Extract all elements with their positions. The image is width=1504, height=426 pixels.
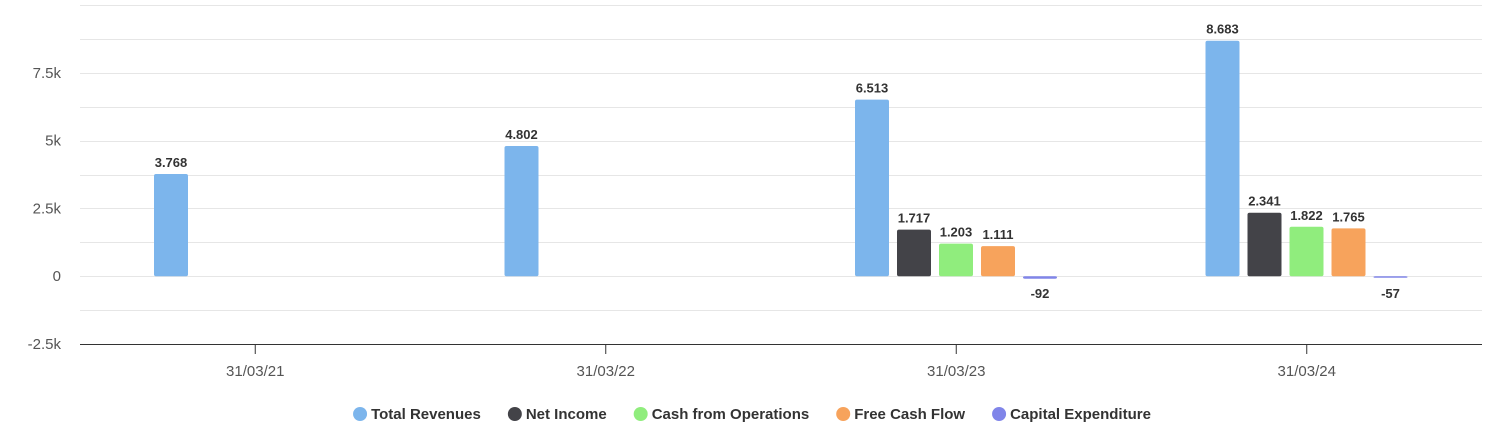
bar: [855, 99, 889, 277]
data-label: 4.802: [505, 127, 538, 142]
legend-label: Free Cash Flow: [854, 406, 965, 423]
data-label: 1.717: [898, 211, 931, 226]
legend-item: Total Revenues: [353, 406, 481, 423]
data-label: 1.765: [1332, 209, 1365, 224]
legend: Total Revenues Net Income Cash from Operat…: [353, 406, 1151, 423]
legend-label: Total Revenues: [371, 406, 481, 423]
x-tick-label: 31/03/23: [927, 363, 985, 380]
legend-item: Cash from Operations: [633, 406, 810, 423]
bar: [939, 243, 973, 277]
bar: [504, 145, 539, 277]
data-label: 1.111: [982, 227, 1013, 242]
grid-lines: [80, 5, 1482, 311]
y-tick-label: 0: [53, 268, 61, 285]
data-label: 3.768: [155, 155, 188, 170]
bar: [981, 246, 1015, 277]
legend-item: Net Income: [507, 406, 607, 423]
legend-label: Net Income: [526, 406, 607, 423]
x-tick-label: 31/03/24: [1278, 363, 1336, 380]
bar: [1373, 276, 1408, 278]
legend-item: Free Cash Flow: [836, 406, 965, 423]
legend-label: Cash from Operations: [652, 406, 810, 423]
legend-item: Capital Expenditure: [992, 406, 1151, 423]
bar: [154, 174, 188, 277]
y-tick-label: 2.5k: [33, 200, 62, 217]
data-labels: 3.768 4.802 6.513 8.683 1.717 2.341 1.203 1.822…: [155, 22, 1400, 301]
legend-marker: [633, 407, 648, 421]
bar: [1247, 212, 1282, 277]
data-label: 2.341: [1248, 194, 1281, 209]
y-axis: -2.5k 0 2.5k 5k 7.5k: [28, 65, 62, 353]
legend-marker: [836, 407, 851, 421]
data-label: 6.513: [856, 81, 889, 96]
legend-marker: [507, 407, 522, 421]
y-tick-label: 7.5k: [33, 65, 62, 82]
legend-label: Capital Expenditure: [1010, 406, 1151, 423]
x-tick-label: 31/03/21: [226, 363, 284, 380]
y-tick-label: 5k: [45, 133, 61, 150]
data-label: -92: [1031, 286, 1050, 301]
bar: [1205, 40, 1240, 277]
data-label: -57: [1381, 286, 1400, 301]
bar: [1289, 226, 1324, 277]
bars: [154, 40, 1408, 279]
data-label: 8.683: [1206, 22, 1239, 37]
x-axis: 31/03/21 31/03/22 31/03/23 31/03/24: [80, 344, 1482, 380]
data-label: 1.203: [940, 225, 973, 240]
legend-marker: [992, 407, 1007, 421]
bar: [1331, 228, 1366, 277]
bar: [897, 229, 931, 277]
legend-marker: [353, 407, 368, 421]
y-tick-label: -2.5k: [28, 336, 62, 353]
data-label: 1.822: [1290, 208, 1323, 223]
bar: [1023, 276, 1057, 279]
x-tick-label: 31/03/22: [577, 363, 635, 380]
